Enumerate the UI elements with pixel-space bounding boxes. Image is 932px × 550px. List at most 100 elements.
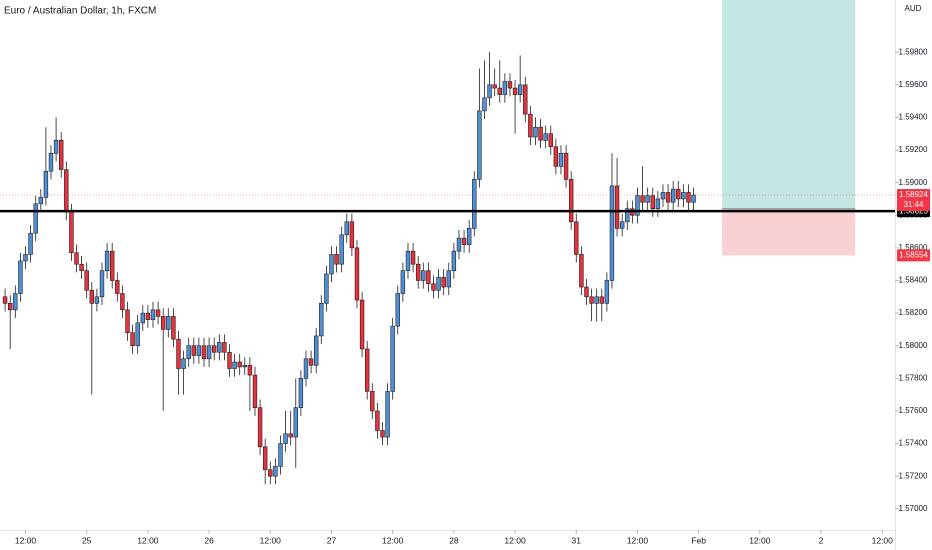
candle-body — [579, 254, 584, 288]
candle-body — [574, 221, 579, 255]
candle-body — [349, 221, 355, 249]
candle-body — [410, 250, 416, 265]
last-price-label: 1.58924 — [899, 190, 928, 199]
candle-body — [589, 296, 594, 304]
candle-body — [232, 361, 237, 369]
x-tick-label: 27 — [327, 535, 337, 545]
candle-body — [23, 254, 28, 262]
candle-body — [584, 286, 589, 298]
candle-body — [125, 309, 130, 333]
candle-body — [319, 303, 324, 337]
candle-body — [431, 283, 436, 291]
candle-body — [33, 203, 38, 234]
candle-body — [543, 133, 548, 141]
candle-body — [512, 87, 518, 95]
x-tick-label: 12:00 — [749, 535, 771, 545]
y-tick-label: 1.58000 — [899, 341, 928, 350]
candle-body — [380, 430, 385, 438]
candle-body — [79, 263, 84, 272]
candle-body — [206, 345, 212, 360]
y-tick-label: 1.59600 — [899, 80, 928, 89]
candle-body — [451, 250, 457, 272]
candle-body — [217, 342, 222, 353]
y-tick-label: 1.59400 — [899, 113, 928, 122]
candle-body — [211, 345, 217, 353]
x-tick-label: 28 — [449, 535, 459, 545]
candle-body — [415, 263, 421, 281]
candle-body — [242, 364, 247, 368]
candle-body — [400, 270, 406, 294]
x-tick-label: 25 — [82, 535, 92, 545]
candle-body — [268, 469, 273, 477]
candle-body — [201, 345, 207, 360]
x-tick-label: 12:00 — [872, 535, 894, 545]
candle-body — [385, 391, 390, 438]
candle-body — [655, 198, 661, 210]
candle-body — [298, 378, 304, 408]
candle-body — [553, 146, 559, 167]
candle-body — [58, 139, 64, 170]
candle-body — [89, 289, 94, 304]
last-price-tag — [897, 189, 930, 212]
candle-body — [456, 237, 462, 252]
y-tick-label: 1.59200 — [899, 145, 928, 154]
loss-zone — [722, 208, 856, 256]
candle-body — [145, 312, 151, 320]
x-tick-label: 12:00 — [260, 535, 282, 545]
candle-body — [436, 276, 441, 291]
candle-body — [293, 407, 298, 438]
candle-body — [344, 221, 349, 236]
candle-body — [150, 309, 156, 320]
currency-label: AUD — [905, 4, 922, 13]
candle-body — [64, 169, 69, 213]
candle-body — [166, 316, 171, 330]
candle-body — [681, 192, 686, 200]
candle-body — [155, 309, 161, 317]
candle-body — [640, 195, 645, 203]
candle-body — [482, 97, 487, 112]
candle-body — [74, 252, 79, 265]
candle-body — [421, 270, 426, 281]
candle-body — [48, 152, 54, 172]
candle-body — [472, 179, 477, 229]
candle-body — [237, 361, 242, 368]
candle-body — [441, 276, 446, 288]
candle-body — [466, 228, 472, 245]
y-tick-label: 1.59800 — [899, 47, 928, 56]
candle-body — [247, 364, 253, 376]
candle-body — [2, 296, 8, 304]
candle-body — [313, 335, 319, 366]
x-tick-label: 2 — [819, 535, 824, 545]
candle-body — [227, 351, 232, 369]
candle-body — [99, 270, 105, 298]
profit-zone — [722, 0, 856, 209]
candle-body — [109, 250, 115, 281]
candle-body — [257, 407, 263, 448]
candle-body — [278, 443, 283, 467]
candle-body — [191, 345, 196, 356]
candle-body — [426, 270, 431, 285]
y-tick-label: 1.59000 — [899, 178, 928, 187]
candle-body — [176, 338, 181, 369]
candle-body — [130, 332, 135, 347]
candle-body — [594, 296, 599, 304]
candle-body — [262, 446, 268, 470]
candle-body — [354, 247, 360, 301]
candle-body — [538, 126, 543, 141]
candle-body — [359, 299, 365, 350]
candle-body — [252, 374, 258, 408]
x-tick-label: 12:00 — [15, 535, 37, 545]
candle-body — [395, 293, 400, 327]
candle-body — [604, 280, 610, 304]
candle-body — [140, 312, 145, 324]
candle-body — [563, 152, 569, 180]
candle-body — [625, 208, 630, 223]
candle-body — [43, 170, 49, 198]
candle-body — [533, 126, 538, 138]
candle-body — [686, 192, 691, 203]
candle-body — [370, 391, 375, 412]
x-tick-label: 12:00 — [382, 535, 404, 545]
x-tick-label: 31 — [572, 535, 582, 545]
candle-body — [676, 188, 681, 200]
candle-body — [599, 296, 604, 304]
